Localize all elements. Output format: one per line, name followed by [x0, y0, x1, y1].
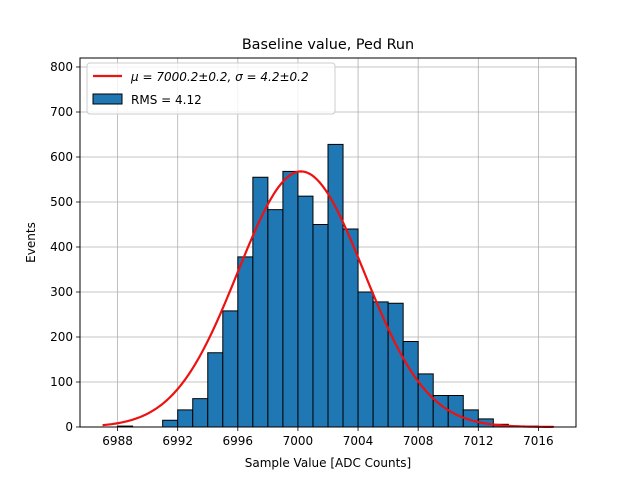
legend: μ = 7000.2±0.2, σ = 4.2±0.2 RMS = 4.12 [86, 62, 336, 115]
histogram-bar [207, 352, 224, 428]
y-tick-label: 500 [50, 195, 73, 209]
histogram-bar [282, 170, 299, 428]
legend-fit-mu: μ = 7000.2±0.2, [130, 70, 235, 84]
y-tick-label: 600 [50, 150, 73, 164]
histogram-bar [417, 373, 434, 428]
y-axis-ticks: 0 100 200 300 400 500 600 700 800 [50, 60, 80, 434]
x-tick-label: 7012 [463, 434, 494, 448]
y-tick-label: 0 [65, 420, 73, 434]
x-tick-label: 7000 [283, 434, 314, 448]
x-tick-label: 6988 [102, 434, 133, 448]
legend-hist-swatch [92, 93, 123, 105]
x-tick-label: 6992 [162, 434, 193, 448]
gaussian-fit-curve [102, 170, 554, 429]
histogram-bar [342, 228, 359, 428]
plot-frame [79, 57, 577, 428]
legend-hist-label: RMS = 4.12 [131, 93, 202, 107]
legend-fit-label: μ = 7000.2±0.2, σ = 4.2±0.2 [130, 70, 309, 84]
histogram-bar [192, 398, 209, 428]
histogram-bar [402, 341, 419, 428]
histogram-bar [237, 256, 254, 428]
y-tick-label: 100 [50, 375, 73, 389]
y-tick-label: 300 [50, 285, 73, 299]
histogram-bar [252, 176, 269, 428]
histogram-bar [372, 301, 389, 428]
histogram-bar [222, 310, 239, 428]
chart-title: Baseline value, Ped Run [242, 37, 414, 53]
histogram-bar [297, 195, 314, 428]
legend-box [86, 62, 336, 115]
y-tick-label: 700 [50, 105, 73, 119]
histogram-bar [312, 224, 329, 428]
histogram-bar [162, 419, 179, 428]
histogram-bar [327, 143, 344, 428]
x-tick-label: 7004 [343, 434, 374, 448]
legend-fit-sigma: σ = 4.2±0.2 [235, 70, 309, 84]
histogram-bar [357, 291, 374, 428]
x-axis-label: Sample Value [ADC Counts] [245, 456, 411, 470]
histogram-bar [177, 409, 194, 428]
y-tick-label: 200 [50, 330, 73, 344]
histogram-bar [387, 302, 404, 428]
x-tick-label: 7016 [523, 434, 554, 448]
y-axis-label: Events [24, 222, 38, 263]
x-tick-label: 6996 [223, 434, 254, 448]
y-tick-label: 800 [50, 60, 73, 74]
y-tick-label: 400 [50, 240, 73, 254]
x-tick-label: 7008 [403, 434, 434, 448]
histogram-bar [267, 209, 284, 428]
x-axis-ticks: 6988 6992 6996 7000 7004 7008 7012 7016 [102, 427, 554, 448]
